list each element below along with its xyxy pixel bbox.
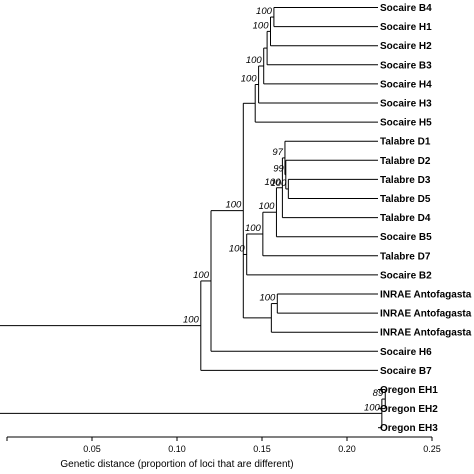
leaf-label: Socaire B5 (380, 232, 432, 243)
x-tick-label: 0.20 (338, 444, 356, 454)
leaf-label: Socaire H6 (380, 347, 432, 358)
leaf-label: Socaire B3 (380, 60, 432, 71)
leaf-label: Talabre D5 (380, 194, 431, 205)
leaf-label: Socaire B2 (380, 270, 432, 281)
leaf-label: Socaire H3 (380, 99, 432, 110)
leaf-label: Oregon EH1 (380, 385, 438, 396)
leaf-label: Socaire B4 (380, 3, 432, 14)
leaf-label: Socaire H5 (380, 118, 432, 129)
bootstrap-value: 100 (246, 55, 263, 66)
bootstrap-value: 100 (245, 223, 262, 234)
x-tick-label: 0.05 (83, 444, 101, 454)
bootstrap-value: 100 (193, 270, 210, 281)
leaf-label: Talabre D4 (380, 213, 431, 224)
bootstrap-value: 100 (241, 73, 258, 84)
leaf-label: INRAE Antofagasta (380, 290, 472, 301)
leaf-label: Oregon EH2 (380, 404, 438, 415)
leaf-label: INRAE Antofagasta (380, 309, 472, 320)
bootstrap-value: 100 (364, 402, 381, 413)
leaf-label: Socaire H2 (380, 41, 432, 52)
bootstrap-value: 100 (270, 178, 287, 189)
bootstrap-value: 100 (259, 201, 276, 212)
leaf-label: Socaire H1 (380, 22, 432, 33)
leaf-label: Talabre D3 (380, 175, 431, 186)
leaf-label: Socaire H4 (380, 79, 432, 90)
leaf-label: Talabre D2 (380, 156, 431, 167)
x-axis-title: Genetic distance (proportion of loci tha… (60, 459, 293, 470)
x-tick-label: 0.15 (253, 444, 271, 454)
bootstrap-value: 100 (253, 20, 270, 31)
leaf-label: INRAE Antofagasta (380, 328, 472, 339)
bootstrap-value: 100 (183, 315, 200, 326)
bootstrap-value: 97 (272, 147, 283, 158)
bootstrap-value: 99 (273, 164, 284, 175)
leaf-label: Socaire B7 (380, 366, 432, 377)
bootstrap-value: 100 (259, 293, 276, 304)
bootstrap-value: 100 (225, 200, 242, 211)
x-tick-label: 0.10 (168, 444, 186, 454)
bootstrap-value: 100 (256, 6, 273, 17)
bootstrap-value: 100 (265, 177, 282, 188)
leaf-label: Talabre D1 (380, 137, 431, 148)
leaf-label: Talabre D7 (380, 251, 431, 262)
bootstrap-value: 100 (229, 243, 246, 254)
x-tick-label: 0.25 (423, 444, 441, 454)
leaf-label: Oregon EH3 (380, 423, 438, 434)
bootstrap-value: 89 (373, 388, 384, 399)
